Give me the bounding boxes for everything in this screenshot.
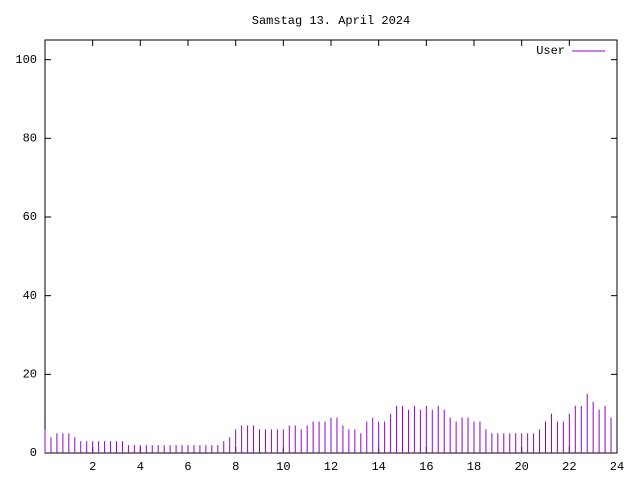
x-tick-label: 16 (419, 460, 433, 474)
y-tick-label: 100 (15, 53, 37, 67)
x-tick-label: 24 (610, 460, 624, 474)
x-tick-label: 10 (276, 460, 290, 474)
plot-frame (44, 39, 618, 454)
x-tick-label: 4 (137, 460, 144, 474)
x-tick-label: 2 (89, 460, 96, 474)
x-tick-label: 18 (467, 460, 481, 474)
y-tick-label: 60 (23, 210, 37, 224)
y-tick-label: 40 (23, 289, 37, 303)
x-tick-label: 8 (232, 460, 239, 474)
y-tick-label: 80 (23, 132, 37, 146)
chart-title: Samstag 13. April 2024 (252, 14, 410, 28)
x-tick-label: 12 (324, 460, 338, 474)
x-tick-label: 22 (562, 460, 576, 474)
y-tick-label: 20 (23, 368, 37, 382)
y-tick-label: 0 (30, 446, 37, 460)
x-tick-label: 6 (184, 460, 191, 474)
x-tick-label: 14 (371, 460, 385, 474)
x-tick-label: 20 (514, 460, 528, 474)
legend-label: User (536, 44, 565, 58)
